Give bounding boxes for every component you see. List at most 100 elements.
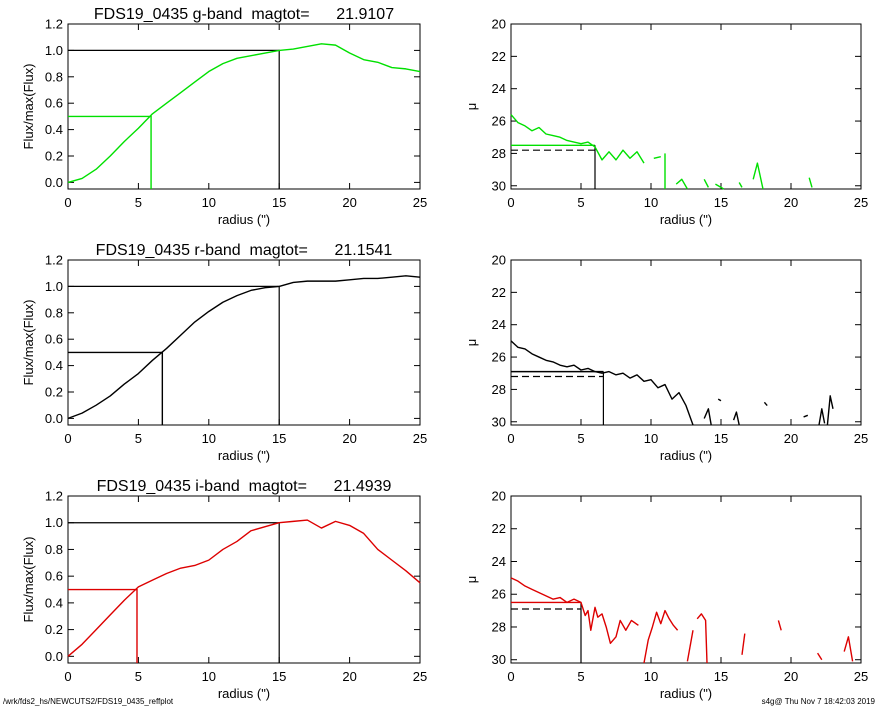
x-tick-label: 5 xyxy=(135,195,142,210)
x-tick-label: 5 xyxy=(577,669,584,684)
y-tick-label: 28 xyxy=(492,146,506,161)
surface-brightness-profile-segment xyxy=(510,340,694,426)
chart-panel-4: 0 5 10 15 20 25 20 22 24 26 28 30 radius (") μ xyxy=(464,253,868,464)
chart-panel-6: 0 5 10 15 20 25 20 22 24 26 28 30 radius (") μ xyxy=(464,489,868,702)
y-tick-label: 26 xyxy=(492,350,506,365)
surface-brightness-profile-segment xyxy=(717,398,722,402)
y-tick-label: 22 xyxy=(492,521,506,536)
y-tick-label: 24 xyxy=(492,554,506,569)
x-tick-label: 20 xyxy=(784,195,798,210)
y-tick-label: 0.0 xyxy=(45,411,63,426)
total-light-reference-line xyxy=(68,49,280,189)
x-tick-label: 0 xyxy=(64,669,71,684)
y-tick-label: 1.2 xyxy=(45,489,63,504)
x-axis-label: radius (") xyxy=(218,212,270,227)
plot-frame xyxy=(510,495,862,664)
y-tick-label: 20 xyxy=(492,253,506,268)
surface-brightness-profile-segment xyxy=(741,633,746,655)
surface-brightness-profile-segment xyxy=(777,620,782,631)
surface-brightness-profile-segment xyxy=(643,609,679,664)
y-tick-label: 0.6 xyxy=(45,332,63,347)
y-tick-label: 0.8 xyxy=(45,69,63,84)
total-light-reference-line xyxy=(68,522,280,663)
y-tick-label: 22 xyxy=(492,285,506,300)
x-tick-label: 10 xyxy=(644,431,658,446)
surface-brightness-profile-segment xyxy=(803,414,809,418)
x-axis-label: radius (") xyxy=(660,212,712,227)
x-tick-label: 0 xyxy=(507,431,514,446)
y-tick-label: 0.4 xyxy=(45,122,63,137)
chart-title: FDS19_0435 g-band magtot= 21.9107 xyxy=(94,6,394,23)
x-tick-label: 0 xyxy=(64,431,71,446)
y-tick-label: 1.0 xyxy=(45,43,63,58)
plot-frame xyxy=(510,23,862,190)
surface-brightness-profile-segment xyxy=(510,114,645,164)
surface-brightness-profile-segment xyxy=(675,178,689,190)
x-axis-label: radius (") xyxy=(218,686,270,701)
chart-panel-5: 0 5 10 15 20 25 0.0 0.2 0.4 0.6 0.8 1.0 1.2 radius ("… xyxy=(21,478,427,701)
y-tick-label: 28 xyxy=(492,619,506,634)
x-tick-label: 25 xyxy=(854,195,868,210)
y-tick-label: 1.0 xyxy=(45,279,63,294)
x-tick-label: 20 xyxy=(342,195,356,210)
y-axis-label: Flux/max(Flux) xyxy=(21,300,36,386)
plot-frame xyxy=(67,23,421,190)
x-tick-label: 5 xyxy=(577,195,584,210)
x-tick-label: 10 xyxy=(202,195,216,210)
y-axis-label: μ xyxy=(464,103,479,111)
surface-brightness-profile-segment xyxy=(808,177,813,188)
y-tick-label: 30 xyxy=(492,414,506,429)
x-tick-label: 15 xyxy=(714,431,728,446)
x-tick-label: 0 xyxy=(64,195,71,210)
growth-curve-line xyxy=(67,275,421,420)
y-axis-label: μ xyxy=(464,339,479,347)
x-tick-label: 25 xyxy=(854,669,868,684)
x-tick-label: 10 xyxy=(202,431,216,446)
x-tick-label: 25 xyxy=(854,431,868,446)
x-tick-label: 10 xyxy=(202,669,216,684)
y-tick-label: 0.8 xyxy=(45,305,63,320)
surface-brightness-profile-segment xyxy=(738,182,743,188)
surface-brightness-profile-segment xyxy=(510,577,639,645)
y-tick-label: 26 xyxy=(492,587,506,602)
y-tick-label: 0.4 xyxy=(45,595,63,610)
chart-title: FDS19_0435 r-band magtot= 21.1541 xyxy=(96,242,393,259)
y-tick-label: 0.0 xyxy=(45,649,63,664)
y-tick-label: 26 xyxy=(492,114,506,129)
y-axis-label: Flux/max(Flux) xyxy=(21,537,36,623)
y-tick-label: 1.0 xyxy=(45,515,63,530)
surface-brightness-profile-segment xyxy=(752,162,764,190)
surface-brightness-profile-segment xyxy=(703,408,712,426)
x-axis-label: radius (") xyxy=(660,448,712,463)
surface-brightness-profile-segment xyxy=(763,401,768,407)
x-tick-label: 10 xyxy=(644,669,658,684)
surface-brightness-profile-segment xyxy=(843,636,854,662)
y-tick-label: 1.2 xyxy=(45,253,63,268)
growth-curve-line xyxy=(67,519,421,657)
y-tick-label: 28 xyxy=(492,382,506,397)
y-tick-label: 20 xyxy=(492,17,506,32)
x-tick-label: 25 xyxy=(413,195,427,210)
surface-brightness-profile-segment xyxy=(686,630,694,662)
y-tick-label: 24 xyxy=(492,317,506,332)
y-tick-label: 0.2 xyxy=(45,622,63,637)
x-tick-label: 5 xyxy=(577,431,584,446)
x-tick-label: 20 xyxy=(784,431,798,446)
surface-brightness-profile-segment xyxy=(715,183,725,190)
footer-path: /wrk/fds2_hs/NEWCUTS2/FDS19_0435_reffplo… xyxy=(3,697,174,706)
y-tick-label: 20 xyxy=(492,489,506,504)
plot-frame xyxy=(510,259,862,426)
x-tick-label: 15 xyxy=(272,195,286,210)
y-tick-label: 0.6 xyxy=(45,96,63,111)
x-tick-label: 25 xyxy=(413,431,427,446)
y-tick-label: 0.8 xyxy=(45,542,63,557)
plot-frame xyxy=(67,259,421,426)
chart-panel-3: 0 5 10 15 20 25 0.0 0.2 0.4 0.6 0.8 1.0 1.2 radius ("… xyxy=(21,242,427,463)
x-tick-label: 20 xyxy=(784,669,798,684)
half-light-reference-line xyxy=(68,115,152,189)
chart-panel-1: 0 5 10 15 20 25 0.0 0.2 0.4 0.6 0.8 1.0 1.2 radius ("… xyxy=(21,6,427,227)
chart-title: FDS19_0435 i-band magtot= 21.4939 xyxy=(97,478,392,495)
y-tick-label: 0.0 xyxy=(45,175,63,190)
x-tick-label: 5 xyxy=(135,669,142,684)
y-tick-label: 0.4 xyxy=(45,358,63,373)
